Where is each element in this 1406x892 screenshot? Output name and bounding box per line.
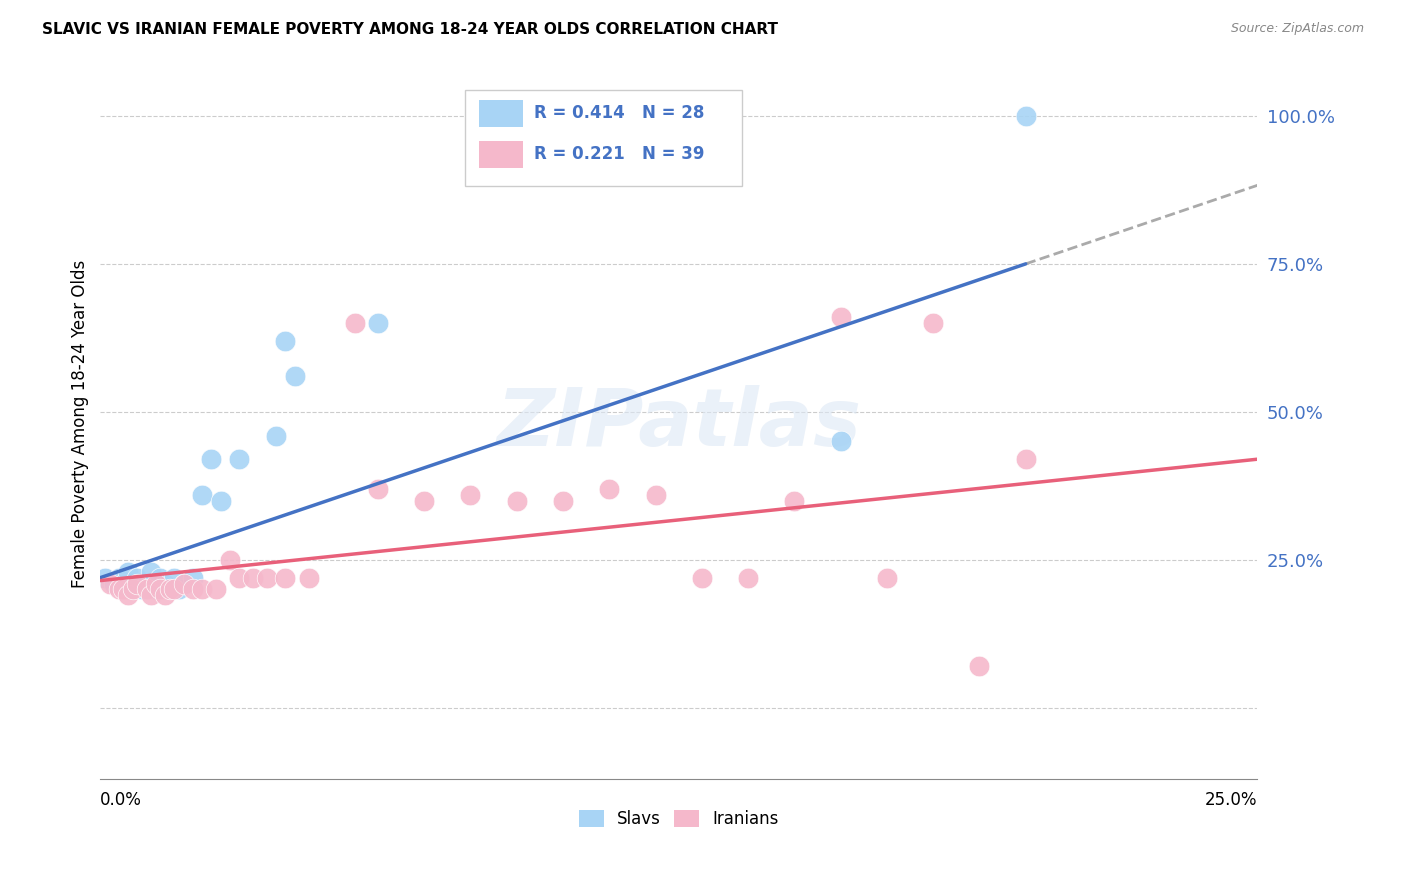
Point (205, 582, 228, 597)
Point (690, 571, 713, 585)
Text: ZIPatlas: ZIPatlas (496, 384, 862, 463)
Legend: Slavs, Iranians: Slavs, Iranians (572, 803, 786, 835)
Bar (478, 141, 523, 168)
Point (167, 582, 190, 597)
Point (117, 565, 139, 579)
Point (108, 582, 131, 597)
Point (969, 659, 991, 673)
Point (159, 582, 181, 597)
Point (181, 571, 204, 585)
Point (127, 571, 149, 585)
Point (1015, 109, 1038, 123)
Point (598, 482, 620, 496)
Point (274, 334, 297, 348)
Point (200, 452, 222, 467)
Point (159, 582, 181, 597)
Point (181, 582, 204, 597)
Y-axis label: Female Poverty Among 18-24 Year Olds: Female Poverty Among 18-24 Year Olds (72, 260, 89, 588)
Point (737, 571, 759, 585)
Point (367, 482, 389, 496)
Point (149, 571, 172, 585)
Point (153, 576, 176, 591)
Point (551, 493, 574, 508)
Point (127, 576, 149, 591)
Point (173, 576, 195, 591)
Point (783, 493, 806, 508)
Point (209, 493, 232, 508)
Point (284, 369, 307, 384)
Point (131, 582, 153, 597)
Point (413, 493, 436, 508)
Point (876, 571, 898, 585)
Point (145, 576, 167, 591)
Point (297, 571, 319, 585)
Point (830, 310, 852, 325)
Text: R = 0.414   N = 28: R = 0.414 N = 28 (534, 104, 704, 122)
Point (112, 576, 135, 591)
Point (149, 582, 172, 597)
Point (112, 582, 135, 597)
Point (135, 576, 157, 591)
Point (1015, 452, 1038, 467)
Point (219, 553, 242, 567)
Point (228, 452, 250, 467)
Point (98, 576, 121, 591)
Point (644, 488, 666, 502)
Point (830, 434, 852, 449)
Point (108, 571, 131, 585)
Text: 0.0%: 0.0% (100, 790, 142, 809)
Point (922, 316, 945, 330)
Point (367, 316, 389, 330)
Text: 25.0%: 25.0% (1205, 790, 1257, 809)
Text: Source: ZipAtlas.com: Source: ZipAtlas.com (1230, 22, 1364, 36)
Point (141, 588, 163, 602)
Bar (478, 100, 523, 127)
Point (460, 488, 482, 502)
Point (121, 582, 143, 597)
Point (163, 571, 186, 585)
Point (343, 316, 366, 330)
Point (264, 428, 287, 442)
Point (141, 565, 163, 579)
Point (94, 571, 117, 585)
Point (153, 588, 176, 602)
Point (506, 493, 529, 508)
Point (145, 582, 167, 597)
Point (242, 571, 264, 585)
Point (228, 571, 250, 585)
Point (256, 571, 278, 585)
Text: R = 0.221   N = 39: R = 0.221 N = 39 (534, 145, 704, 163)
Point (163, 582, 186, 597)
Text: SLAVIC VS IRANIAN FEMALE POVERTY AMONG 18-24 YEAR OLDS CORRELATION CHART: SLAVIC VS IRANIAN FEMALE POVERTY AMONG 1… (42, 22, 778, 37)
Point (191, 488, 214, 502)
Point (103, 576, 125, 591)
Point (191, 582, 214, 597)
Point (121, 582, 143, 597)
FancyBboxPatch shape (465, 90, 742, 186)
Point (135, 582, 157, 597)
Point (117, 588, 139, 602)
Point (274, 571, 297, 585)
Point (173, 576, 195, 591)
